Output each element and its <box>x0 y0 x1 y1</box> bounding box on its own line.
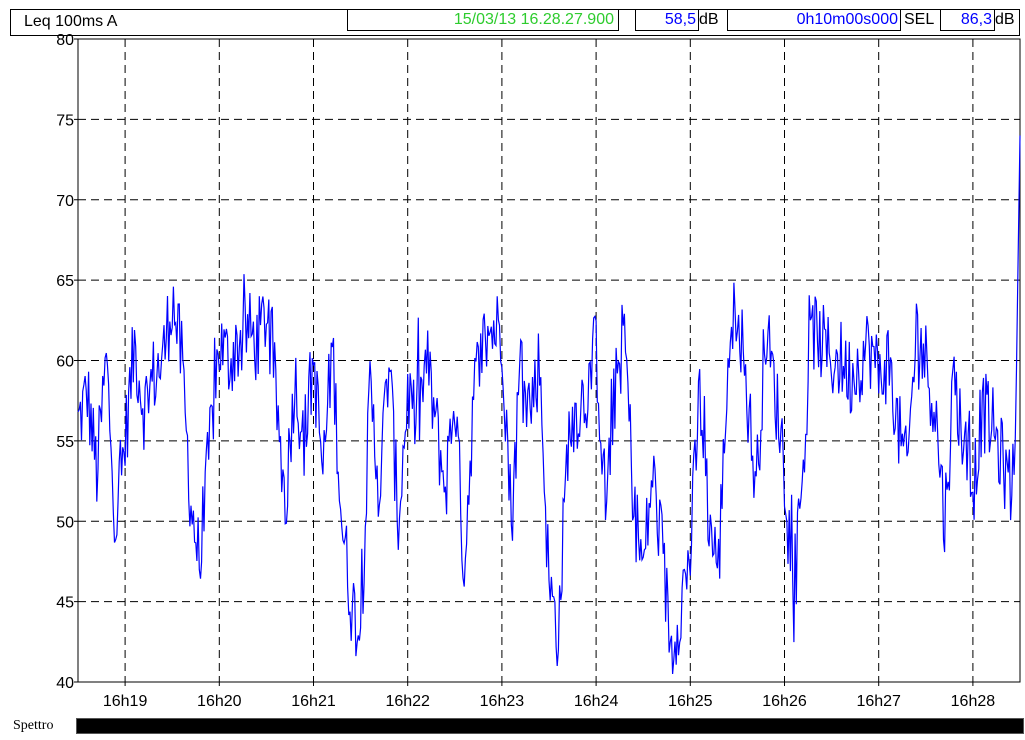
y-tick-label: 60 <box>56 354 74 371</box>
leq-series-line <box>77 135 1021 675</box>
y-tick-label: 40 <box>56 675 74 692</box>
cursor-value-field[interactable]: 58,5 <box>635 9 699 31</box>
header-bar: Leq 100ms A 15/03/13 16.28.27.900 58,5 d… <box>0 0 1025 36</box>
spectrum-label: Spettro <box>13 718 54 733</box>
y-tick-label: 50 <box>56 514 74 531</box>
measure-label: Leq 100ms A <box>24 13 118 30</box>
grid <box>78 39 1020 682</box>
y-tick-label: 45 <box>56 595 74 612</box>
series-layer <box>77 135 1021 675</box>
x-tick-label: 16h27 <box>856 693 901 710</box>
x-tick-label: 16h20 <box>197 693 242 710</box>
x-tick-label: 16h25 <box>668 693 713 710</box>
x-tick-label: 16h21 <box>291 693 336 710</box>
x-tick-label: 16h28 <box>951 693 996 710</box>
y-tick-label: 65 <box>56 273 74 290</box>
x-axis: 16h19 16h20 16h21 16h22 16h23 16h24 16h25 16h26… <box>103 682 995 710</box>
sel-value-field[interactable]: 86,3 <box>940 9 995 31</box>
y-tick-label: 70 <box>56 193 74 210</box>
cursor-time-field[interactable]: 15/03/13 16.28.27.900 <box>347 9 619 31</box>
spectrum-bar[interactable] <box>76 718 1024 734</box>
x-tick-label: 16h22 <box>385 693 430 710</box>
unit-label: dB <box>699 11 719 28</box>
x-tick-label: 16h24 <box>574 693 619 710</box>
x-tick-label: 16h23 <box>480 693 525 710</box>
duration-field[interactable]: 0h10m00s000 <box>727 9 901 31</box>
x-tick-label: 16h26 <box>762 693 807 710</box>
unit-label-2: dB <box>995 11 1015 28</box>
y-tick-label: 55 <box>56 434 74 451</box>
x-tick-label: 16h19 <box>103 693 148 710</box>
y-tick-label: 75 <box>56 112 74 129</box>
y-tick-label: 80 <box>56 32 74 49</box>
y-axis: 40 45 50 55 60 65 70 75 80 <box>56 32 78 692</box>
sel-label: SEL <box>904 11 935 28</box>
